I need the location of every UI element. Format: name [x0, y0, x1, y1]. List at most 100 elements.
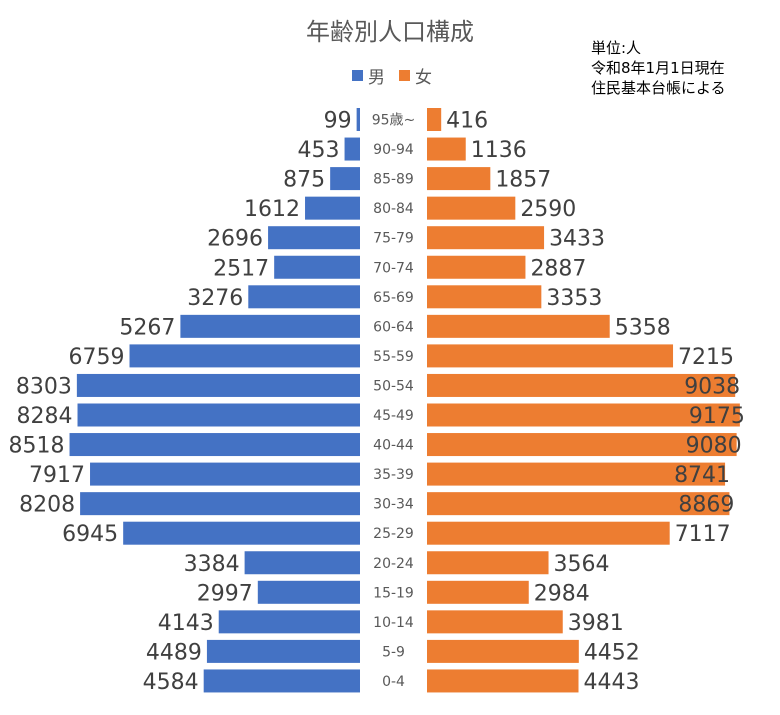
- category-label: 40-44: [373, 438, 414, 454]
- data-label-female: 1857: [495, 168, 551, 193]
- data-label-female: 9080: [686, 434, 742, 459]
- category-label: 70-74: [373, 260, 414, 276]
- data-label-female: 1136: [471, 138, 527, 163]
- bar-male: [180, 314, 360, 338]
- data-label-male: 4584: [143, 670, 199, 695]
- data-label-female: 8741: [674, 463, 730, 488]
- data-label-female: 3433: [549, 227, 605, 252]
- bar-female: [427, 521, 670, 545]
- data-label-male: 6759: [69, 345, 125, 370]
- data-label-female: 3353: [546, 286, 602, 311]
- bar-female: [427, 137, 466, 161]
- category-label: 30-34: [373, 497, 414, 513]
- source-note: 住民基本台帳による: [591, 79, 726, 97]
- bar-male: [344, 137, 360, 161]
- legend-label-female: 女: [415, 68, 432, 88]
- data-label-male: 8518: [9, 434, 65, 459]
- data-label-female: 2590: [520, 197, 576, 222]
- date-note: 令和8年1月1日現在: [591, 59, 725, 77]
- bar-male: [203, 669, 360, 693]
- category-label: 55-59: [373, 349, 414, 365]
- category-label: 35-39: [373, 467, 414, 483]
- bar-male: [244, 551, 360, 575]
- data-label-female: 9038: [684, 374, 740, 399]
- bar-male: [305, 196, 360, 220]
- bar-female: [427, 551, 549, 575]
- bar-female: [427, 167, 491, 191]
- category-label: 5-9: [382, 644, 405, 660]
- bar-male: [206, 639, 360, 663]
- bar-male: [268, 226, 360, 250]
- bar-male: [330, 167, 360, 191]
- bar-female: [427, 373, 736, 397]
- bar-female: [427, 196, 516, 220]
- category-label: 65-69: [373, 290, 414, 306]
- bar-male: [248, 285, 360, 309]
- data-label-male: 3276: [187, 286, 243, 311]
- bar-male: [90, 462, 360, 486]
- data-label-male: 2696: [207, 227, 263, 252]
- category-label: 25-29: [373, 526, 414, 542]
- chart-note: 単位:人 令和8年1月1日現在 住民基本台帳による: [591, 38, 726, 98]
- legend-swatch-male: [352, 70, 363, 81]
- category-label: 95歳~: [372, 113, 416, 129]
- data-label-female: 5358: [615, 315, 671, 340]
- bar-male: [69, 433, 361, 457]
- data-label-female: 7215: [678, 345, 734, 370]
- data-label-male: 2997: [197, 581, 253, 606]
- data-label-male: 6945: [62, 522, 118, 547]
- bar-male: [257, 580, 360, 604]
- bar-female: [427, 492, 730, 516]
- data-label-female: 416: [446, 109, 488, 134]
- category-label: 0-4: [382, 674, 405, 690]
- bar-male: [218, 610, 360, 634]
- data-label-male: 99: [324, 109, 352, 134]
- category-label: 10-14: [373, 615, 414, 631]
- data-label-female: 7117: [675, 522, 731, 547]
- data-label-female: 3564: [554, 552, 610, 577]
- legend: 男 女: [352, 63, 446, 88]
- unit-note: 単位:人: [591, 39, 642, 57]
- data-label-male: 1612: [244, 197, 300, 222]
- data-label-male: 8208: [19, 493, 75, 518]
- data-label-male: 8284: [17, 404, 73, 429]
- data-label-female: 4452: [584, 640, 640, 665]
- bar-female: [427, 108, 442, 131]
- bar-male: [356, 108, 360, 131]
- legend-item-female: 女: [399, 63, 432, 88]
- category-label: 75-79: [373, 231, 414, 247]
- data-label-female: 8869: [678, 493, 734, 518]
- category-label: 85-89: [373, 172, 414, 188]
- category-label: 90-94: [373, 142, 414, 158]
- data-label-female: 3981: [568, 611, 624, 636]
- bar-male: [76, 373, 360, 397]
- bar-female: [427, 403, 740, 427]
- data-label-female: 2984: [534, 581, 590, 606]
- bar-male: [77, 403, 361, 427]
- legend-item-male: 男: [352, 63, 385, 88]
- legend-label-male: 男: [368, 68, 385, 88]
- bar-male: [274, 255, 360, 279]
- bar-female: [427, 344, 674, 368]
- bar-female: [427, 433, 737, 457]
- category-label: 80-84: [373, 201, 414, 217]
- category-label: 60-64: [373, 319, 414, 335]
- bar-female: [427, 226, 545, 250]
- bar-male: [123, 521, 360, 545]
- data-label-male: 8303: [16, 374, 72, 399]
- category-label: 50-54: [373, 378, 414, 394]
- data-label-male: 7917: [29, 463, 85, 488]
- data-label-male: 5267: [119, 315, 175, 340]
- data-label-male: 3384: [184, 552, 240, 577]
- bar-female: [427, 314, 610, 338]
- chart-title: 年齢別人口構成: [306, 18, 474, 46]
- bar-female: [427, 610, 563, 634]
- bar-male: [129, 344, 360, 368]
- bar-male: [80, 492, 360, 516]
- bar-female: [427, 255, 526, 279]
- data-label-female: 4443: [584, 670, 640, 695]
- data-label-male: 453: [298, 138, 340, 163]
- data-label-male: 875: [283, 168, 325, 193]
